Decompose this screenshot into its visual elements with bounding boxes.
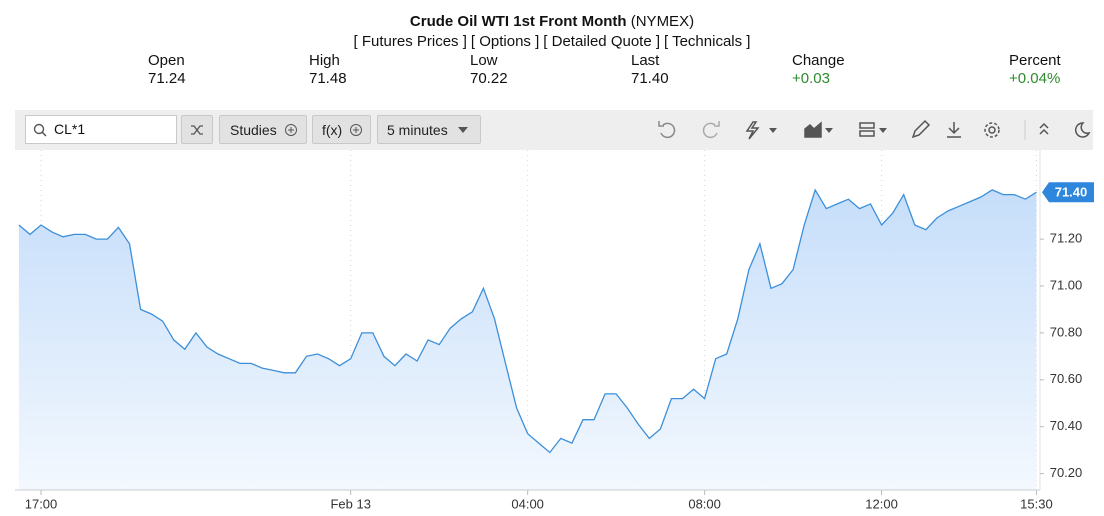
plus-icon (350, 124, 362, 136)
price-line (18, 188, 1037, 454)
symbol-search[interactable]: CL*1 (25, 115, 177, 144)
x-tick-label: 08:00 (688, 496, 721, 511)
quote-value: 71.40 (631, 70, 669, 87)
quote-value: +0.03 (792, 70, 830, 87)
x-tick-label: 12:00 (865, 496, 898, 511)
theme-icon[interactable] (1074, 122, 1091, 138)
y-tick-label: 70.20 (1050, 465, 1083, 480)
settings-gear (984, 122, 1000, 138)
plus-icon (285, 124, 297, 136)
quote-label: Last (631, 52, 660, 69)
price-badge-label: 71.40 (1055, 185, 1088, 200)
x-tick-label: Feb 13 (330, 496, 370, 511)
fx-button[interactable]: f(x) (312, 115, 371, 144)
x-tick-label: 17:00 (25, 496, 58, 511)
studies-button[interactable]: Studies (219, 115, 307, 144)
fx-label: f(x) (322, 122, 343, 138)
quote-label: High (309, 52, 340, 69)
undo-icon[interactable] (660, 122, 676, 139)
layout-icon[interactable] (859, 122, 875, 137)
search-icon (33, 123, 47, 137)
link[interactable]: [ Options ] (470, 33, 540, 50)
exchange: (NYMEX) (630, 13, 695, 30)
draw-icon[interactable] (911, 119, 931, 139)
quote-label: Change (792, 52, 845, 69)
caret-icon (825, 128, 833, 133)
price-badge (1042, 182, 1094, 203)
symbol: CL*1 (54, 121, 86, 137)
y-tick-label: 70.60 (1050, 371, 1083, 386)
events-icon[interactable] (745, 121, 760, 140)
quote-label: Low (470, 52, 498, 69)
links: [ Futures Prices ][ Options ][ Detailed … (0, 33, 1104, 50)
quote-value: 71.24 (148, 70, 186, 87)
y-tick-label: 71.00 (1050, 277, 1083, 292)
redo-icon[interactable] (702, 122, 718, 139)
download-icon[interactable] (947, 122, 961, 138)
caret-icon (879, 128, 887, 133)
x-tick-label: 04:00 (511, 496, 544, 511)
collapse-icon[interactable] (1039, 122, 1049, 135)
chart-type-icon[interactable] (804, 121, 822, 138)
interval-label: 5 minutes (387, 122, 448, 138)
studies-label: Studies (230, 122, 277, 138)
y-tick-label: 70.80 (1050, 324, 1083, 339)
link[interactable]: [ Futures Prices ] (353, 33, 467, 50)
caret-icon (458, 127, 468, 133)
settings-icon[interactable] (988, 126, 996, 134)
y-tick-label: 70.40 (1050, 418, 1083, 433)
quote-label: Open (148, 52, 185, 69)
y-tick-label: 71.20 (1050, 231, 1083, 246)
redo-arrow (714, 121, 720, 127)
toolbar-icons (658, 119, 1091, 140)
link[interactable]: [ Detailed Quote ] (543, 33, 661, 50)
undo-arrow (658, 121, 664, 127)
caret-icon (769, 128, 777, 133)
quote-value: +0.04% (1009, 70, 1061, 87)
quote-value: 71.48 (309, 70, 347, 87)
quote-label: Percent (1009, 52, 1061, 69)
x-tick-label: 15:30 (1020, 496, 1053, 511)
interval-button[interactable]: 5 minutes (377, 115, 481, 144)
title-text: Crude Oil WTI 1st Front Month (409, 13, 627, 30)
quote-value: 70.22 (470, 70, 508, 87)
area-fill (18, 189, 1037, 490)
link[interactable]: [ Technicals ] (664, 33, 751, 50)
compare-button[interactable] (181, 115, 213, 144)
toolbar: CL*1 Studies f(x) 5 minutes (15, 110, 1093, 150)
title: Crude Oil WTI 1st Front Month (NYMEX) (0, 13, 1104, 30)
shuffle-icon (191, 125, 203, 135)
